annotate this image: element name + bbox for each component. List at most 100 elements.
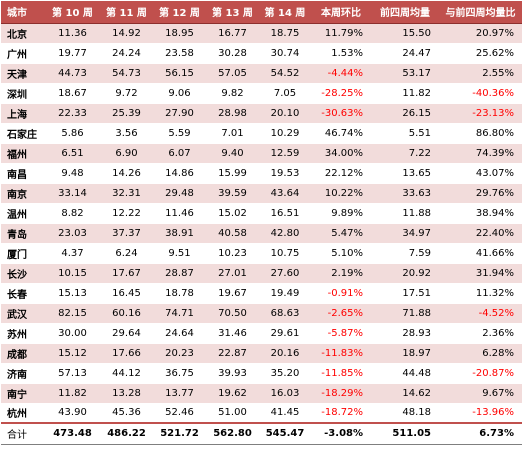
value-cell: 57.05 bbox=[206, 63, 259, 84]
table-row: 温州 8.82 12.22 11.46 15.02 16.51 9.89% 11.88 38.9… bbox=[1, 203, 522, 224]
value-cell: 12.59 bbox=[259, 143, 311, 164]
value-cell: 12.22 bbox=[100, 203, 153, 224]
table-row: 上海 22.33 25.39 27.90 28.98 20.10 -30.63% 26.15-… bbox=[1, 103, 522, 124]
value-cell: 9.67% bbox=[439, 383, 522, 404]
value-cell: -18.72% bbox=[311, 403, 371, 424]
total-value: 473.48 bbox=[45, 422, 100, 445]
value-cell: 16.77 bbox=[206, 23, 259, 44]
value-cell: 33.63 bbox=[371, 183, 439, 204]
value-cell: 14.62 bbox=[371, 383, 439, 404]
value-cell: -0.91% bbox=[311, 283, 371, 304]
column-header: 第 12 周 bbox=[153, 1, 206, 24]
value-cell: 11.36 bbox=[45, 23, 100, 44]
value-cell: 7.59 bbox=[371, 243, 439, 264]
value-cell: 8.82 bbox=[45, 203, 100, 224]
value-cell: 11.79% bbox=[311, 23, 371, 44]
value-cell: 31.94% bbox=[439, 263, 522, 284]
value-cell: 34.00% bbox=[311, 143, 371, 164]
header-row: 城市第 10 周第 11 周第 12 周第 13 周第 14 周本周环比 前四周均… bbox=[1, 1, 522, 24]
value-cell: 45.36 bbox=[100, 403, 153, 424]
value-cell: 44.12 bbox=[100, 363, 153, 384]
value-cell: 22.12% bbox=[311, 163, 371, 184]
value-cell: 5.86 bbox=[45, 122, 100, 144]
city-cell: 福州 bbox=[1, 143, 45, 164]
value-cell: 6.90 bbox=[100, 143, 153, 164]
value-cell: 30.28 bbox=[206, 43, 259, 64]
value-cell: 48.18 bbox=[371, 403, 439, 424]
city-cell: 南昌 bbox=[1, 163, 45, 184]
value-cell: 6.28% bbox=[439, 343, 522, 364]
value-cell: 36.75 bbox=[153, 363, 206, 384]
value-cell: 30.00 bbox=[45, 323, 100, 344]
value-cell: 27.01 bbox=[206, 263, 259, 284]
value-cell: 25.62% bbox=[439, 43, 522, 64]
value-cell: 10.15 bbox=[45, 263, 100, 284]
value-cell: 11.88 bbox=[371, 203, 439, 224]
table-row: 武汉 82.15 60.16 74.71 70.50 68.63 -2.65% 71.88 -4… bbox=[1, 303, 522, 324]
value-cell: 24.64 bbox=[153, 323, 206, 344]
value-cell: 71.88 bbox=[371, 303, 439, 324]
value-cell: -13.96% bbox=[439, 403, 522, 424]
value-cell: 56.15 bbox=[153, 63, 206, 84]
table-row: 石家庄 5.86 3.56 5.59 7.01 10.29 46.74% 5.51 86.80% bbox=[1, 122, 522, 144]
value-cell: -40.36% bbox=[439, 83, 522, 104]
value-cell: 20.92 bbox=[371, 263, 439, 284]
value-cell: 6.07 bbox=[153, 143, 206, 164]
value-cell: 43.07% bbox=[439, 163, 522, 184]
value-cell: 5.10% bbox=[311, 243, 371, 264]
value-cell: 28.98 bbox=[206, 103, 259, 124]
value-cell: 29.61 bbox=[259, 323, 311, 344]
value-cell: 20.16 bbox=[259, 343, 311, 364]
value-cell: 20.10 bbox=[259, 103, 311, 124]
value-cell: 11.82 bbox=[371, 83, 439, 104]
value-cell: 3.56 bbox=[100, 122, 153, 144]
value-cell: 70.50 bbox=[206, 303, 259, 324]
column-header: 第 10 周 bbox=[45, 1, 100, 24]
value-cell: 74.39% bbox=[439, 143, 522, 164]
value-cell: 54.52 bbox=[259, 63, 311, 84]
value-cell: 9.40 bbox=[206, 143, 259, 164]
table-row: 天津 44.73 54.73 56.15 57.05 54.52 -4.44% 53.17 2.… bbox=[1, 63, 522, 84]
value-cell: 20.23 bbox=[153, 343, 206, 364]
value-cell: 28.93 bbox=[371, 323, 439, 344]
city-cell: 青岛 bbox=[1, 223, 45, 244]
total-value: -3.08% bbox=[311, 422, 371, 445]
value-cell: 14.26 bbox=[100, 163, 153, 184]
value-cell: 22.33 bbox=[45, 103, 100, 124]
table-row: 长沙 10.15 17.67 28.87 27.01 27.60 2.19% 20.92 31.… bbox=[1, 263, 522, 284]
city-cell: 长沙 bbox=[1, 263, 45, 284]
value-cell: 33.14 bbox=[45, 183, 100, 204]
value-cell: 5.51 bbox=[371, 122, 439, 144]
value-cell: 13.65 bbox=[371, 163, 439, 184]
table-body: 北京 11.36 14.92 18.95 16.77 18.75 11.79% 15.50 20… bbox=[1, 23, 522, 424]
city-cell: 深圳 bbox=[1, 83, 45, 104]
value-cell: 7.22 bbox=[371, 143, 439, 164]
column-header: 第 14 周 bbox=[259, 1, 311, 24]
city-cell: 长春 bbox=[1, 283, 45, 304]
value-cell: 7.05 bbox=[259, 83, 311, 104]
value-cell: 16.45 bbox=[100, 283, 153, 304]
value-cell: -11.85% bbox=[311, 363, 371, 384]
value-cell: 40.58 bbox=[206, 223, 259, 244]
value-cell: 11.46 bbox=[153, 203, 206, 224]
value-cell: 27.90 bbox=[153, 103, 206, 124]
value-cell: 2.36% bbox=[439, 323, 522, 344]
value-cell: -2.65% bbox=[311, 303, 371, 324]
value-cell: 17.67 bbox=[100, 263, 153, 284]
city-cell: 武汉 bbox=[1, 303, 45, 324]
total-row: 合计 473.48 486.22 521.72 562.80 545.47 -3.08% 51… bbox=[1, 422, 522, 445]
value-cell: 57.13 bbox=[45, 363, 100, 384]
value-cell: 23.58 bbox=[153, 43, 206, 64]
total-value: 486.22 bbox=[100, 422, 153, 445]
value-cell: 19.49 bbox=[259, 283, 311, 304]
value-cell: 15.13 bbox=[45, 283, 100, 304]
value-cell: 68.63 bbox=[259, 303, 311, 324]
city-cell: 南京 bbox=[1, 183, 45, 204]
value-cell: 25.39 bbox=[100, 103, 153, 124]
city-cell: 广州 bbox=[1, 43, 45, 64]
value-cell: 16.51 bbox=[259, 203, 311, 224]
city-cell: 石家庄 bbox=[1, 122, 45, 144]
value-cell: 19.62 bbox=[206, 383, 259, 404]
column-header: 本周环比 bbox=[311, 1, 371, 24]
value-cell: 43.90 bbox=[45, 403, 100, 424]
